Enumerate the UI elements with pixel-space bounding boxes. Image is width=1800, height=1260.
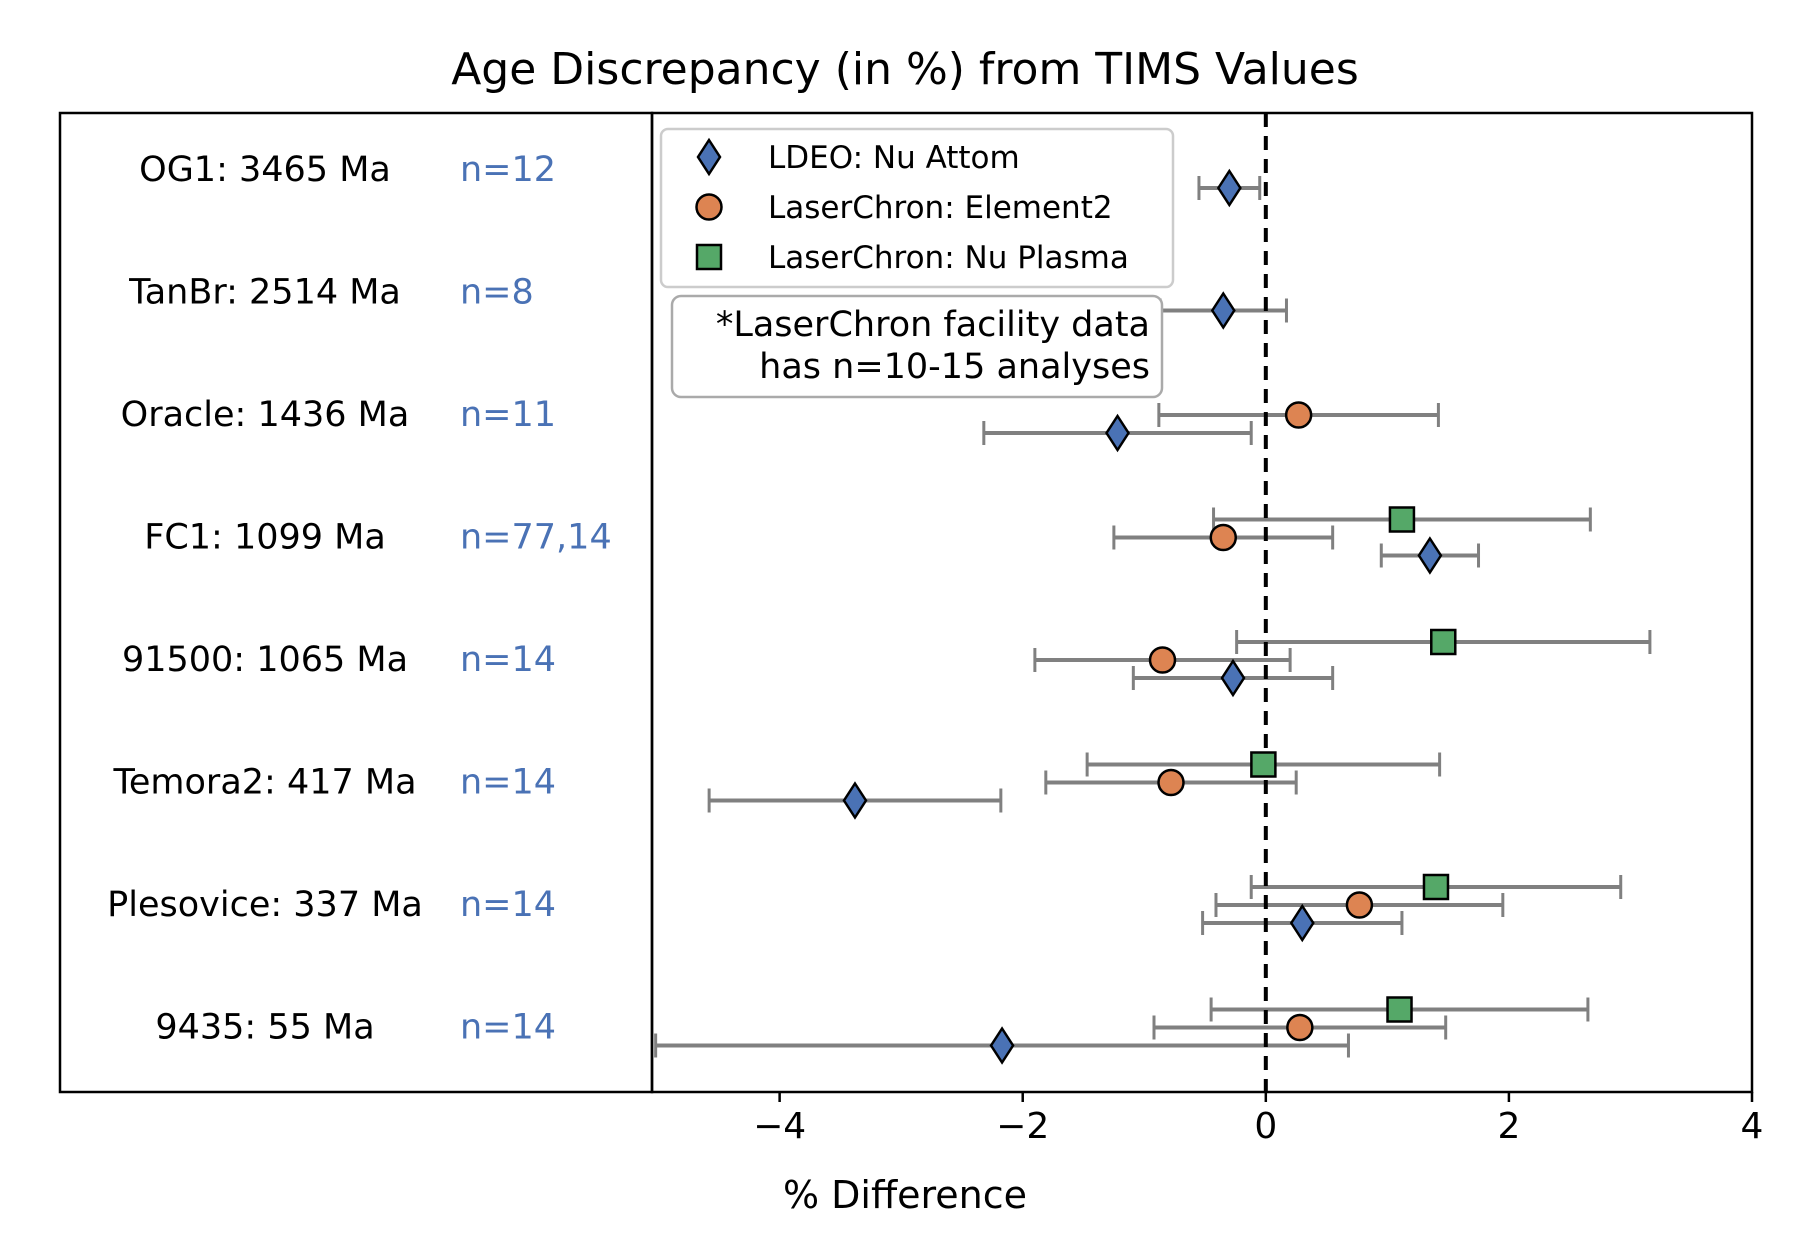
data-point — [842, 781, 868, 820]
chart-title: Age Discrepancy (in %) from TIMS Values — [451, 44, 1359, 95]
legend-marker — [695, 243, 723, 271]
data-point — [1250, 751, 1277, 778]
sample-n-count: n=14 — [460, 763, 556, 803]
sample-n-count: n=14 — [460, 1008, 556, 1048]
sample-n-count: n=8 — [460, 273, 534, 313]
data-point — [1284, 401, 1313, 429]
data-point — [1430, 628, 1457, 656]
sample-n-count: n=12 — [460, 150, 556, 190]
sample-label: Oracle: 1436 Ma — [121, 395, 410, 435]
sample-label: Plesovice: 337 Ma — [107, 885, 423, 925]
x-axis-label: % Difference — [783, 1173, 1027, 1217]
sample-label: 91500: 1065 Ma — [122, 640, 408, 680]
sample-n-count: n=11 — [460, 395, 556, 435]
legend-label: LaserChron: Element2 — [768, 190, 1113, 226]
note-text: *LaserChron facility data — [716, 305, 1150, 345]
data-point — [1209, 523, 1238, 552]
data-point — [1286, 1013, 1314, 1042]
plot-area-frame — [650, 111, 1754, 1094]
sample-label: 9435: 55 Ma — [155, 1008, 374, 1048]
data-point — [1388, 506, 1416, 533]
data-point — [1105, 413, 1131, 453]
sample-labels-panel: OG1: 3465 Ma n=12 TanBr: 2514 Ma n=8 Oracle:… — [107, 150, 612, 1048]
data-point — [1386, 996, 1413, 1023]
sample-label: FC1: 1099 Ma — [144, 518, 386, 558]
x-tick-label: 4 — [1741, 1106, 1764, 1147]
data-point — [1220, 658, 1246, 698]
data-point — [1345, 891, 1374, 919]
data-point — [1417, 536, 1443, 575]
sample-n-count: n=77,14 — [460, 518, 612, 558]
legend-label: LaserChron: Nu Plasma — [768, 240, 1129, 276]
sample-n-count: n=14 — [460, 885, 556, 925]
x-axis: −4 −2 0 2 4 — [753, 1092, 1763, 1147]
legend: LDEO: Nu Attom LaserChron: Element2 LaserC… — [659, 127, 1175, 289]
data-markers — [842, 168, 1457, 1065]
data-point — [1148, 646, 1177, 674]
labels-panel-frame — [58, 111, 654, 1094]
data-point — [1210, 291, 1236, 330]
data-point — [1289, 903, 1315, 943]
data-point — [989, 1026, 1015, 1065]
x-tick-label: −2 — [996, 1106, 1049, 1147]
sample-label: OG1: 3465 Ma — [139, 150, 391, 190]
data-point — [1216, 168, 1242, 208]
x-tick-label: −4 — [753, 1106, 806, 1147]
legend-marker — [695, 193, 723, 221]
x-tick-label: 2 — [1497, 1106, 1520, 1147]
sample-label: TanBr: 2514 Ma — [128, 273, 401, 313]
sample-label: Temora2: 417 Ma — [112, 763, 416, 803]
note-text: has n=10-15 analyses — [759, 347, 1150, 387]
data-point — [1422, 873, 1450, 901]
legend-marker — [696, 137, 722, 177]
sample-n-count: n=14 — [460, 640, 556, 680]
legend-label: LDEO: Nu Attom — [768, 140, 1020, 176]
note-frame — [670, 294, 1164, 399]
data-point — [1157, 768, 1185, 797]
legend-frame — [659, 127, 1175, 289]
x-tick-label: 0 — [1254, 1106, 1277, 1147]
